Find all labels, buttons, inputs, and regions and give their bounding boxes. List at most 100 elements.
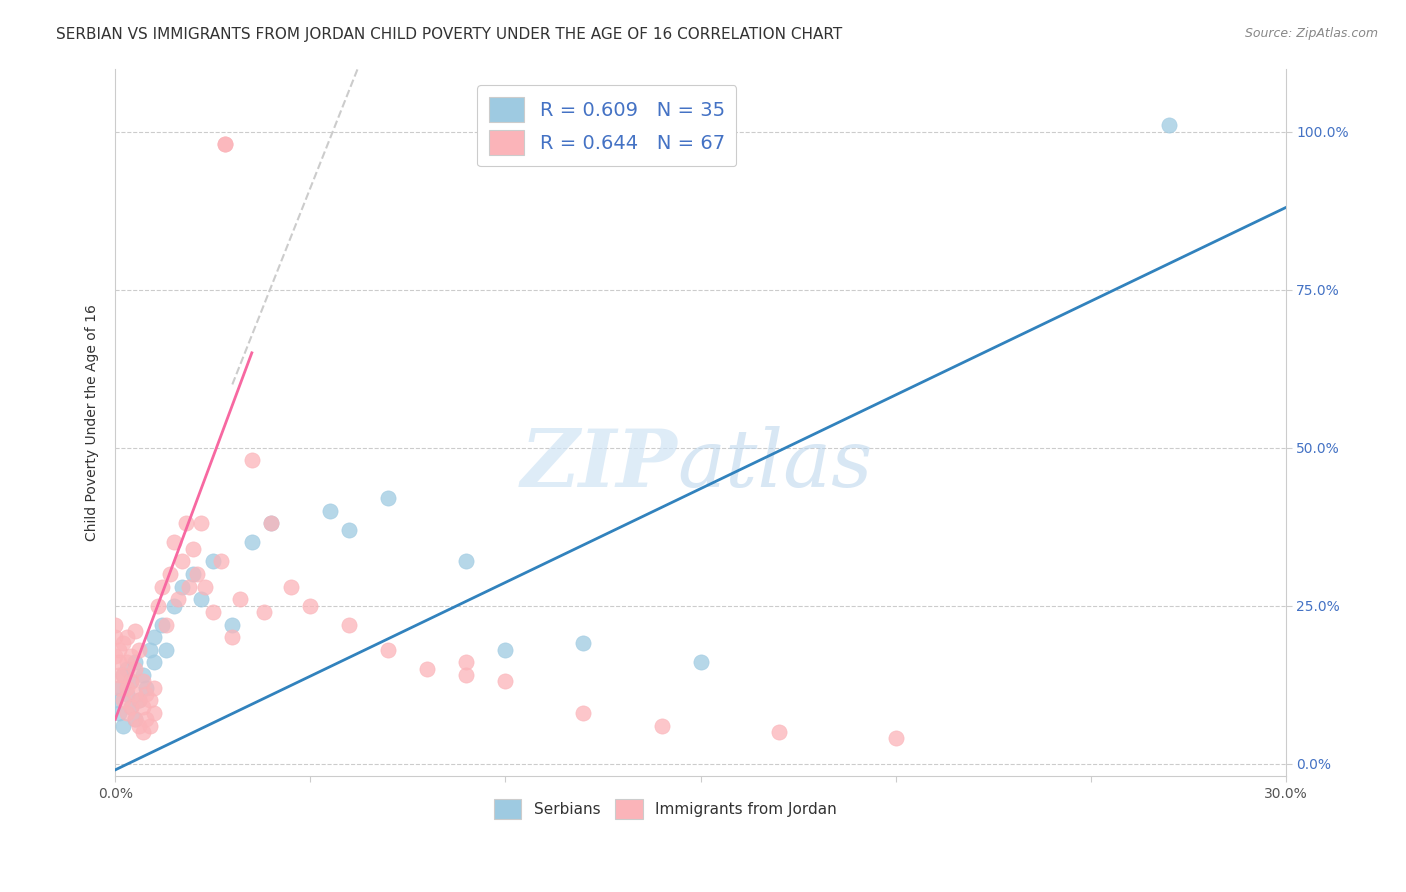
Point [572, 636, 595, 650]
Point [112, 668, 135, 682]
Point [128, 718, 150, 732]
Point [456, 668, 478, 682]
Point [131, 674, 153, 689]
Point [115, 630, 138, 644]
Point [163, 535, 186, 549]
Point [143, 630, 166, 644]
Point [143, 656, 166, 670]
Point [108, 642, 131, 657]
Text: SERBIAN VS IMMIGRANTS FROM JORDAN CHILD POVERTY UNDER THE AGE OF 16 CORRELATION : SERBIAN VS IMMIGRANTS FROM JORDAN CHILD … [56, 27, 842, 42]
Point [115, 706, 138, 720]
Point [494, 674, 516, 689]
Point [159, 566, 181, 581]
Point [689, 656, 711, 670]
Point [124, 687, 146, 701]
Point [143, 706, 166, 720]
Point [377, 491, 399, 505]
Point [128, 642, 150, 657]
Point [124, 662, 146, 676]
Point [131, 668, 153, 682]
Point [120, 649, 142, 664]
Point [163, 599, 186, 613]
Point [170, 580, 193, 594]
Point [124, 656, 146, 670]
Point [112, 718, 135, 732]
Point [650, 718, 672, 732]
Point [104, 649, 127, 664]
Point [194, 580, 217, 594]
Point [108, 706, 131, 720]
Point [108, 681, 131, 695]
Text: ZIP: ZIP [520, 426, 678, 504]
Point [108, 656, 131, 670]
Point [150, 617, 173, 632]
Point [179, 580, 201, 594]
Text: Source: ZipAtlas.com: Source: ZipAtlas.com [1244, 27, 1378, 40]
Point [104, 617, 127, 632]
Point [131, 699, 153, 714]
Point [108, 668, 131, 682]
Point [104, 693, 127, 707]
Point [124, 712, 146, 726]
Point [115, 656, 138, 670]
Point [139, 718, 162, 732]
Point [135, 712, 157, 726]
Legend: Serbians, Immigrants from Jordan: Serbians, Immigrants from Jordan [488, 793, 844, 825]
Point [148, 599, 170, 613]
Point [155, 642, 177, 657]
Point [124, 712, 146, 726]
Text: atlas: atlas [678, 426, 873, 504]
Point [337, 617, 360, 632]
Point [221, 630, 243, 644]
Point [181, 541, 204, 556]
Point [115, 681, 138, 695]
Point [240, 453, 263, 467]
Point [143, 681, 166, 695]
Point [377, 642, 399, 657]
Point [319, 504, 342, 518]
Point [768, 725, 790, 739]
Point [139, 693, 162, 707]
Point [104, 630, 127, 644]
Point [572, 706, 595, 720]
Point [170, 554, 193, 568]
Point [229, 592, 252, 607]
Point [456, 554, 478, 568]
Point [155, 617, 177, 632]
Point [416, 662, 439, 676]
Point [120, 699, 142, 714]
Point [190, 516, 212, 531]
Point [150, 580, 173, 594]
Point [120, 699, 142, 714]
Point [190, 592, 212, 607]
Point [112, 636, 135, 650]
Point [186, 566, 208, 581]
Point [115, 662, 138, 676]
Point [120, 674, 142, 689]
Point [174, 516, 197, 531]
Point [131, 725, 153, 739]
Point [494, 642, 516, 657]
Point [252, 605, 274, 619]
Point [884, 731, 907, 746]
Point [115, 687, 138, 701]
Point [135, 681, 157, 695]
Point [337, 523, 360, 537]
Point [201, 605, 224, 619]
Point [214, 137, 236, 152]
Point [221, 617, 243, 632]
Point [108, 681, 131, 695]
Point [240, 535, 263, 549]
Y-axis label: Child Poverty Under the Age of 16: Child Poverty Under the Age of 16 [86, 304, 100, 541]
Point [299, 599, 322, 613]
Point [128, 693, 150, 707]
Point [201, 554, 224, 568]
Point [260, 516, 283, 531]
Point [112, 693, 135, 707]
Point [181, 566, 204, 581]
Point [128, 693, 150, 707]
Point [214, 137, 236, 152]
Point [112, 668, 135, 682]
Point [280, 580, 302, 594]
Point [139, 642, 162, 657]
